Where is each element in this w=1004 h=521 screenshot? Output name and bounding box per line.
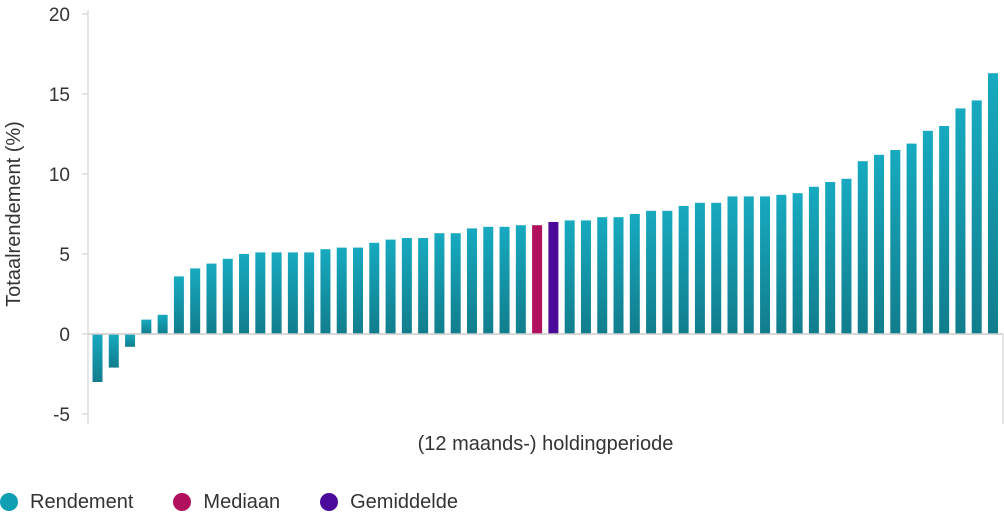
bar [597,217,608,334]
y-axis-label: Totaalrendement (%) [3,121,25,307]
bar [304,252,315,334]
bars [92,73,998,382]
bar [662,210,673,334]
y-tick-label: 15 [49,85,70,106]
x-axis-label: (12 maands-) holdingperiode [418,433,674,455]
bar [125,334,136,347]
bar [922,130,933,334]
y-tick-label: -5 [53,405,70,426]
legend-swatch-gemiddelde [320,493,339,511]
bar [694,202,705,334]
bar [206,263,217,334]
y-tick-label: 0 [59,325,70,346]
bar [255,252,266,334]
bar [711,202,722,334]
bar [971,100,982,335]
bar [743,196,754,334]
bar [646,210,657,334]
legend-item-rendement: Rendement [0,491,133,514]
bar [190,268,201,334]
bar [988,73,998,334]
bar [320,249,331,334]
bar [564,220,575,334]
bar [434,233,445,334]
legend-swatch-mediaan [173,493,192,511]
bar [906,143,917,334]
bar [369,242,380,334]
bar [92,334,103,382]
bar [808,186,819,334]
bar [515,225,526,334]
bar [841,178,852,334]
legend-swatch-rendement [0,493,18,511]
bar [271,252,282,334]
bar [678,206,689,334]
bar [955,108,966,335]
bar [353,247,364,334]
bar [385,239,396,334]
legend-item-gemiddelde: Gemiddelde [320,491,458,514]
y-axis-ticks: 20 15 10 5 0 -5 [49,5,88,426]
bar [336,247,347,334]
bar-mediaan [532,225,543,334]
bar [450,233,461,334]
y-tick-label: 5 [59,245,70,266]
bar [613,217,624,334]
bar [157,314,168,334]
bar-gemiddelde [548,222,559,334]
legend: Rendement Mediaan Gemiddelde [0,488,498,516]
bar [108,334,119,368]
y-tick-label: 20 [49,5,70,26]
bar [792,193,803,334]
legend-label-rendement: Rendement [30,490,134,513]
bar [499,226,510,334]
legend-label-mediaan: Mediaan [203,490,281,513]
bar [727,196,738,334]
bar [401,238,412,334]
bar [483,226,494,334]
bar [418,238,429,334]
bar [239,254,250,334]
bar [760,196,771,334]
bar [222,258,233,334]
bar [890,150,901,334]
bar [874,154,885,334]
bar [580,220,591,334]
legend-label-gemiddelde: Gemiddelde [350,490,458,513]
bar [466,228,477,334]
bar [141,319,152,334]
bar [825,182,836,334]
bar [939,126,950,334]
bar-chart: 20 15 10 5 0 -5 Totaalrendement (%) (12 maand… [3,5,1004,455]
bar [776,194,787,334]
bar [173,276,184,334]
bar [629,214,640,334]
y-tick-label: 10 [49,165,70,186]
bar [857,161,868,334]
bar [287,252,298,334]
legend-item-mediaan: Mediaan [173,491,280,514]
